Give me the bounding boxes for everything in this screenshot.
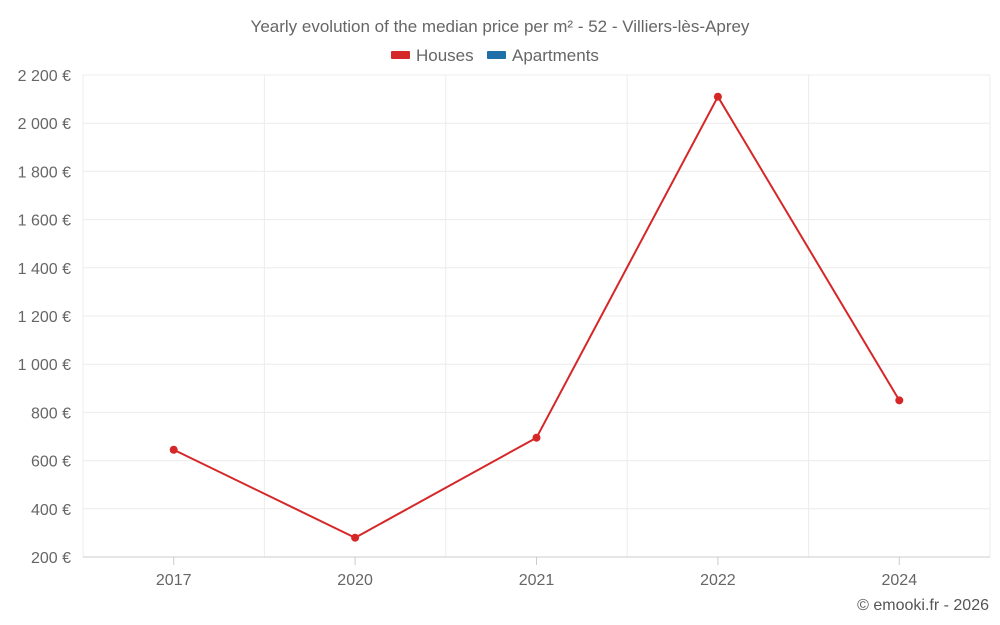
y-tick-label: 2 200 € — [18, 68, 71, 85]
y-tick-label: 1 400 € — [18, 261, 71, 278]
x-tick-label: 2020 — [337, 572, 373, 589]
legend-label-houses: Houses — [416, 46, 474, 65]
legend-item-houses[interactable]: Houses — [391, 46, 474, 65]
y-tick-label: 600 € — [31, 454, 71, 471]
data-point-houses-2022[interactable] — [713, 92, 722, 101]
data-point-houses-2024[interactable] — [895, 396, 904, 405]
series-lines — [173, 95, 901, 539]
credit-text: © emooki.fr - 2026 — [857, 597, 989, 614]
y-tick-label: 1 000 € — [18, 357, 71, 374]
y-tick-label: 1 600 € — [18, 213, 71, 230]
y-gridlines — [83, 74, 990, 510]
data-point-houses-2017[interactable] — [169, 445, 178, 454]
x-tick-label: 2017 — [156, 572, 192, 589]
y-tick-label: 1 800 € — [18, 164, 71, 181]
data-point-houses-2020[interactable] — [351, 533, 360, 542]
x-gridlines — [82, 75, 991, 557]
legend: Houses Apartments — [391, 46, 599, 65]
x-tick-label: 2024 — [882, 572, 918, 589]
x-tick-label: 2022 — [700, 572, 736, 589]
legend-label-apartments: Apartments — [512, 46, 599, 65]
y-tick-label: 1 200 € — [18, 309, 71, 326]
data-point-houses-2021[interactable] — [532, 433, 541, 442]
chart-title: Yearly evolution of the median price per… — [251, 17, 750, 36]
series-line-houses — [173, 95, 901, 539]
series-points — [169, 92, 904, 542]
legend-swatch-houses — [391, 51, 410, 59]
x-axis-ticks: 2017 2020 2021 2022 2024 — [156, 557, 917, 589]
x-tick-label: 2021 — [519, 572, 555, 589]
y-tick-label: 200 € — [31, 550, 71, 567]
y-tick-label: 2 000 € — [18, 116, 71, 133]
y-tick-label: 800 € — [31, 405, 71, 422]
y-tick-label: 400 € — [31, 502, 71, 519]
legend-swatch-apartments — [487, 51, 506, 59]
y-axis-ticks: 200 € 400 € 600 € 800 € 1 000 € 1 200 € 1 400 … — [18, 68, 71, 567]
legend-item-apartments[interactable]: Apartments — [487, 46, 599, 65]
